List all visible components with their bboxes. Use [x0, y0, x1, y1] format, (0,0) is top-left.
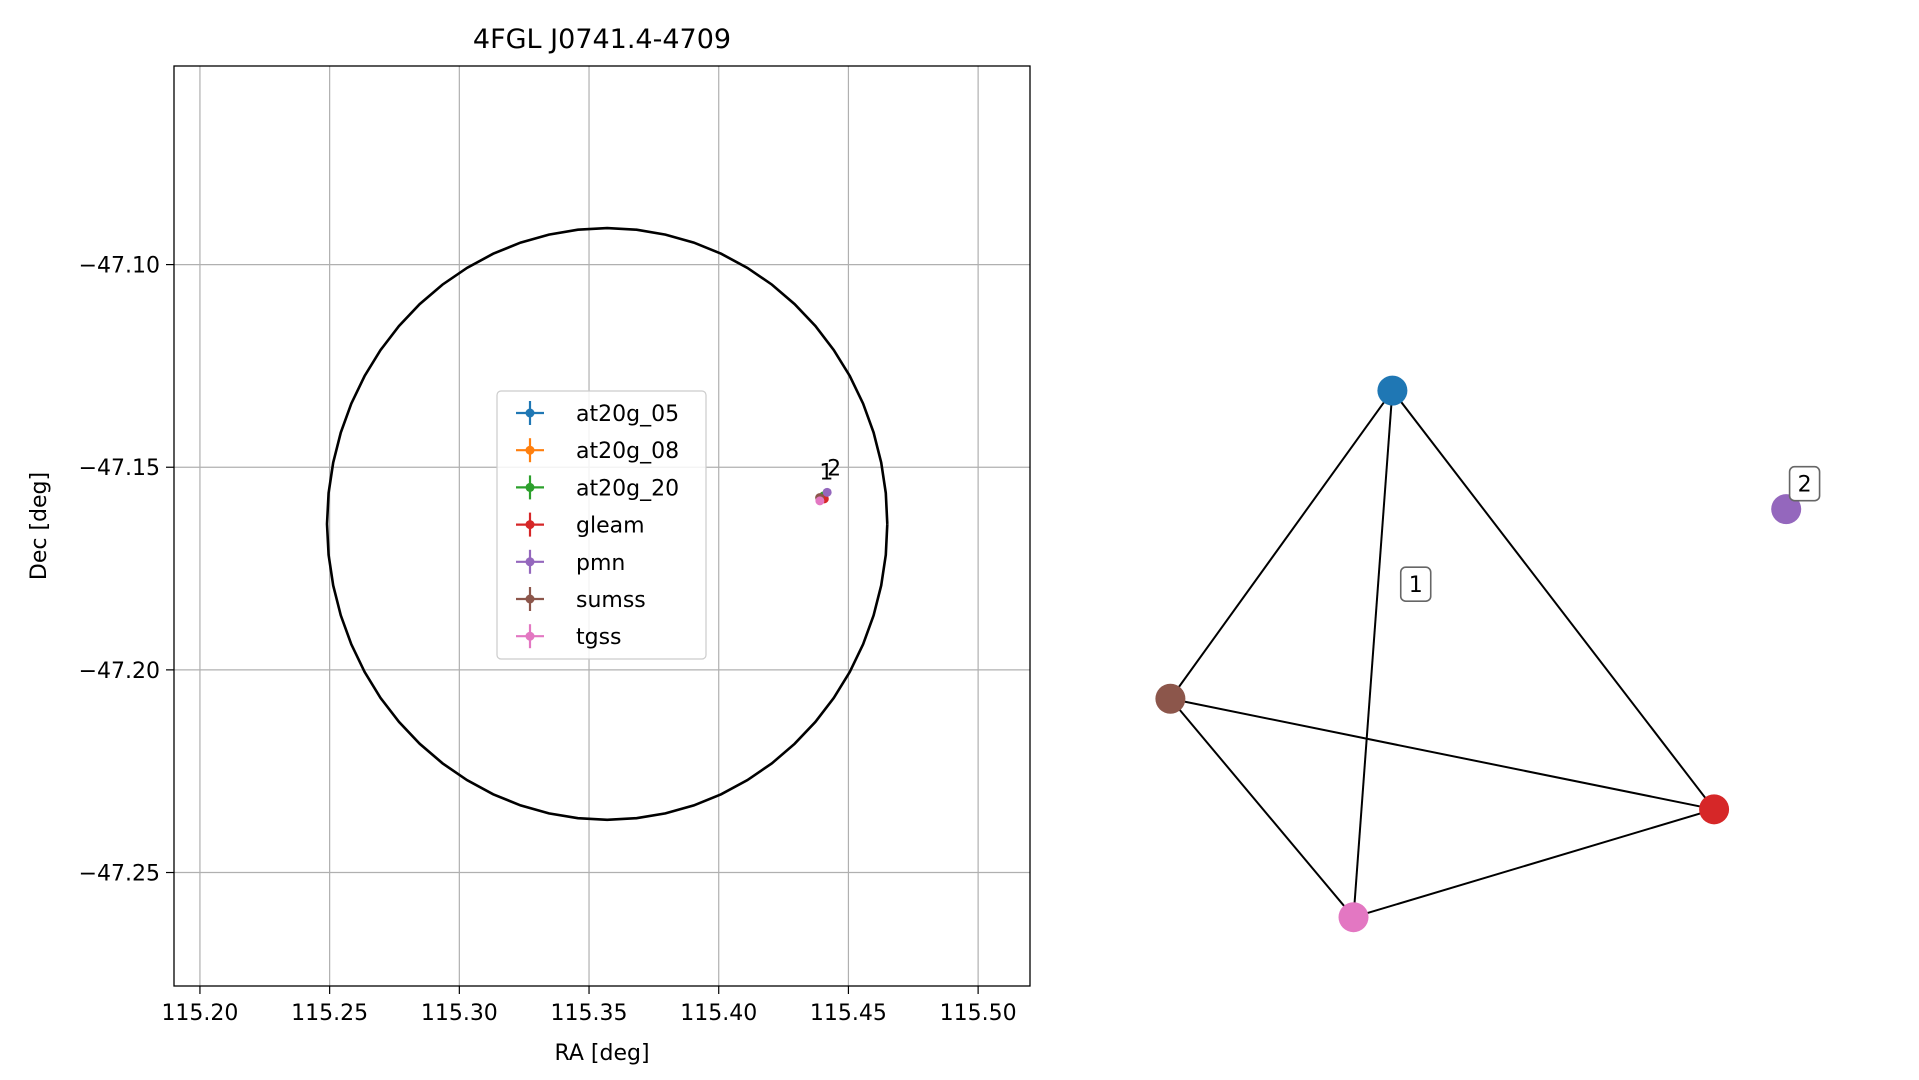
x-tick-label: 115.50 [940, 1001, 1017, 1026]
legend-marker [525, 594, 535, 604]
group-label-box [1399, 566, 1432, 603]
legend-label: tgss [576, 625, 622, 650]
y-tick-label: −47.25 [79, 862, 160, 887]
network-node-sumss [1155, 683, 1186, 714]
legend-marker [525, 445, 535, 455]
data-point-pmn [822, 487, 832, 497]
chart-title: 4FGL J0741.4-4709 [473, 24, 731, 55]
legend-box [496, 390, 707, 660]
plot-content: 12 [325, 226, 889, 822]
x-tick-label: 115.25 [291, 1001, 368, 1026]
y-axis-label: Dec [deg] [27, 472, 52, 580]
x-axis-label: RA [deg] [554, 1041, 649, 1066]
network-edge [1352, 390, 1394, 918]
x-tick-label: 115.30 [421, 1001, 498, 1026]
y-tick-label: −47.10 [79, 254, 160, 279]
data-point-tgss [815, 496, 825, 506]
network-edges [1169, 389, 1715, 919]
legend-marker [525, 557, 535, 567]
legend-label: gleam [576, 514, 645, 539]
y-tick-label: −47.15 [79, 456, 160, 481]
network-group-labels: 12 [1399, 465, 1821, 603]
legend-marker [525, 408, 535, 418]
point-annotation: 1 [819, 460, 833, 485]
network-nodes [1155, 375, 1802, 933]
group-label: 1 [1409, 573, 1423, 598]
legend-marker [525, 631, 535, 641]
x-axis-ticks: 115.20 115.25 115.30 115.35 115.40 115.45 115.… [161, 986, 1017, 1026]
point-annotation: 2 [827, 456, 841, 481]
legend-label: sumss [576, 588, 646, 613]
y-axis-ticks: −47.10 −47.15 −47.20 −47.25 [79, 254, 174, 887]
network-node-at20g_05 [1377, 375, 1408, 406]
legend-label: at20g_08 [576, 439, 679, 464]
legend-label: at20g_05 [576, 402, 679, 427]
legend-label: pmn [576, 551, 625, 576]
x-tick-label: 115.35 [551, 1001, 628, 1026]
network-edge [1169, 389, 1394, 700]
x-tick-label: 115.40 [680, 1001, 757, 1026]
x-tick-label: 115.45 [810, 1001, 887, 1026]
network-node-gleam [1699, 794, 1730, 825]
axes-frame [173, 65, 1031, 987]
group-label-box [1788, 465, 1821, 502]
network-edge [1169, 698, 1355, 918]
error-ellipse [325, 226, 889, 822]
legend-label: at20g_20 [576, 476, 679, 501]
sky-plot: 12 115.20 115.25 115.30 115.35 115.40 115.45 1… [27, 24, 1031, 1066]
network-node-pmn [1771, 494, 1802, 525]
group-label: 2 [1798, 473, 1812, 498]
y-tick-label: −47.20 [79, 659, 160, 684]
legend-marker [525, 482, 535, 492]
legend-marker [525, 520, 535, 530]
network-node-tgss [1338, 902, 1369, 933]
network-edge [1391, 389, 1715, 810]
network-edge [1353, 808, 1715, 919]
network-graph: 12 [1155, 375, 1821, 933]
network-edge [1170, 697, 1715, 811]
x-tick-label: 115.20 [161, 1001, 238, 1026]
